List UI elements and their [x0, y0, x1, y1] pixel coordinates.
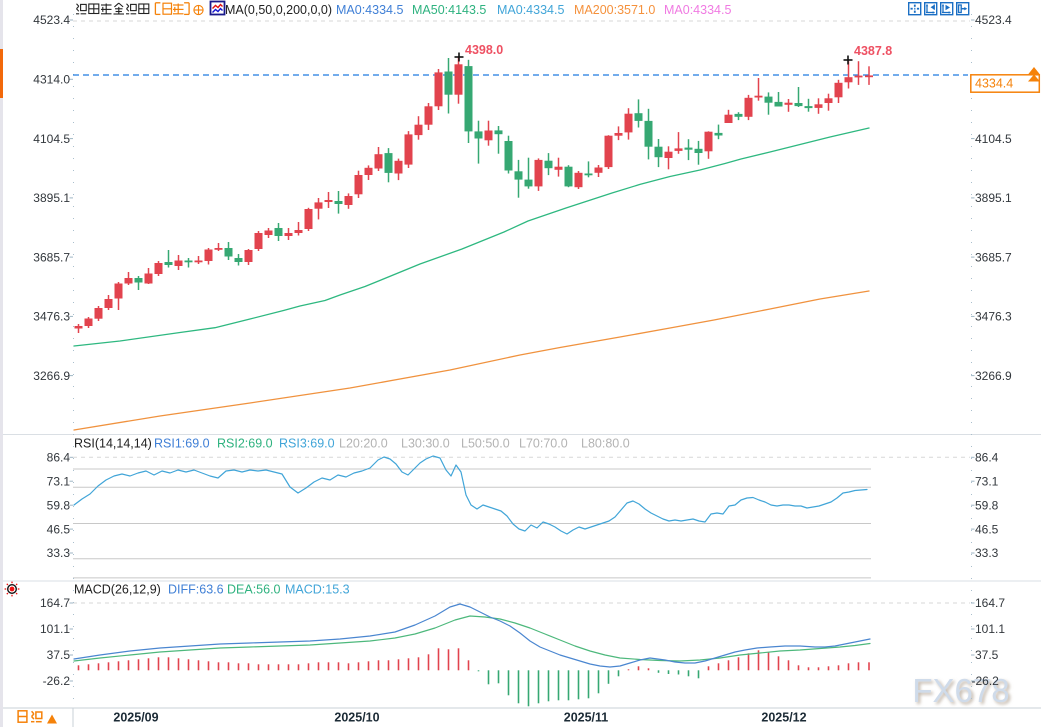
svg-text:MACD(26,12,9): MACD(26,12,9) [74, 583, 161, 597]
svg-text:4523.4: 4523.4 [975, 13, 1012, 27]
svg-text:164.7: 164.7 [975, 596, 1005, 610]
svg-text:59.8: 59.8 [47, 498, 71, 512]
svg-text:RSI2:69.0: RSI2:69.0 [217, 437, 273, 451]
svg-text:MA50:4143.5: MA50:4143.5 [412, 3, 486, 17]
svg-text:101.1: 101.1 [40, 622, 70, 636]
svg-text:3476.3: 3476.3 [33, 310, 70, 324]
svg-text:MACD:15.3: MACD:15.3 [285, 583, 350, 597]
svg-text:MA0:4334.5: MA0:4334.5 [497, 3, 564, 17]
svg-text:101.1: 101.1 [975, 622, 1005, 636]
svg-text:L50:50.0: L50:50.0 [461, 437, 510, 451]
svg-text:59.8: 59.8 [975, 498, 999, 512]
svg-text:3476.3: 3476.3 [975, 310, 1012, 324]
svg-text:33.3: 33.3 [975, 546, 999, 560]
svg-text:RSI1:69.0: RSI1:69.0 [154, 437, 210, 451]
svg-text:4104.5: 4104.5 [33, 132, 70, 146]
svg-text:4523.4: 4523.4 [33, 13, 70, 27]
svg-text:3685.7: 3685.7 [975, 250, 1012, 264]
svg-text:4314.0: 4314.0 [33, 73, 70, 87]
svg-text:3685.7: 3685.7 [33, 250, 70, 264]
svg-text:2025/11: 2025/11 [564, 711, 609, 725]
svg-text:46.5: 46.5 [975, 522, 999, 536]
svg-text:3266.9: 3266.9 [975, 369, 1012, 383]
svg-text:73.1: 73.1 [47, 474, 71, 488]
svg-text:L70:70.0: L70:70.0 [519, 437, 568, 451]
svg-text:4334.4: 4334.4 [975, 77, 1013, 91]
svg-text:L80:80.0: L80:80.0 [581, 437, 630, 451]
svg-text:46.5: 46.5 [47, 522, 71, 536]
svg-text:MA0:4334.5: MA0:4334.5 [664, 3, 731, 17]
svg-text:RSI(14,14,14): RSI(14,14,14) [74, 437, 152, 451]
svg-text:73.1: 73.1 [975, 474, 999, 488]
svg-text:DEA:56.0: DEA:56.0 [227, 583, 281, 597]
svg-text:37.5: 37.5 [975, 648, 999, 662]
svg-text:FX678: FX678 [912, 672, 1009, 709]
svg-text:4387.8: 4387.8 [854, 44, 892, 58]
svg-text:4398.0: 4398.0 [465, 43, 503, 57]
svg-text:MA0:4334.5: MA0:4334.5 [336, 3, 403, 17]
svg-text:3895.1: 3895.1 [975, 191, 1012, 205]
svg-text:L20:20.0: L20:20.0 [339, 437, 388, 451]
svg-text:L30:30.0: L30:30.0 [401, 437, 450, 451]
svg-text:3895.1: 3895.1 [33, 191, 70, 205]
svg-text:37.5: 37.5 [47, 648, 71, 662]
svg-text:-26.2: -26.2 [972, 674, 1000, 688]
svg-text:RSI3:69.0: RSI3:69.0 [279, 437, 335, 451]
svg-text:164.7: 164.7 [40, 596, 70, 610]
svg-text:3266.9: 3266.9 [33, 369, 70, 383]
svg-text:4104.5: 4104.5 [975, 132, 1012, 146]
svg-text:86.4: 86.4 [975, 451, 999, 465]
svg-text:2025/09: 2025/09 [113, 711, 158, 725]
svg-text:2025/12: 2025/12 [761, 711, 806, 725]
svg-text:-26.2: -26.2 [43, 674, 71, 688]
svg-text:33.3: 33.3 [47, 546, 71, 560]
svg-text:86.4: 86.4 [47, 451, 71, 465]
svg-text:MA200:3571.0: MA200:3571.0 [574, 3, 655, 17]
svg-text:2025/10: 2025/10 [334, 711, 379, 725]
svg-text:DIFF:63.6: DIFF:63.6 [168, 583, 224, 597]
svg-text:MA(0,50,0,200,0,0): MA(0,50,0,200,0,0) [225, 3, 332, 17]
